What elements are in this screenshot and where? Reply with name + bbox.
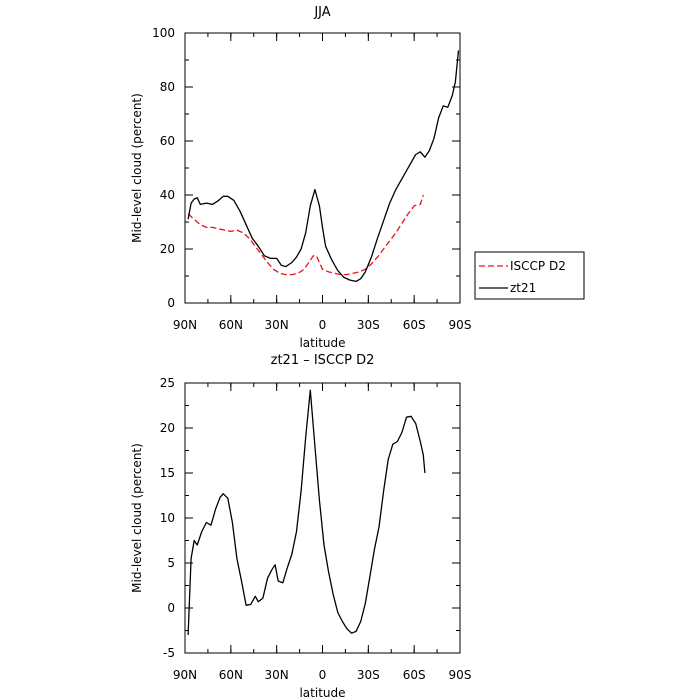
x-tick-label: 30N — [265, 668, 289, 682]
y-tick-label: 5 — [167, 556, 175, 570]
y-tick-label: 100 — [152, 26, 175, 40]
series-line-difference — [187, 389, 426, 636]
x-tick-label: 90S — [449, 318, 472, 332]
series-line-zt21 — [187, 50, 460, 283]
series-line-isccp-d2 — [187, 194, 424, 276]
x-tick-label: 30S — [357, 668, 380, 682]
x-tick-label: 90S — [449, 668, 472, 682]
y-tick-label: 0 — [167, 296, 175, 310]
plot-frame — [184, 382, 461, 654]
x-tick-label: 90N — [173, 668, 197, 682]
legend: ISCCP D2 zt21 — [474, 251, 585, 300]
x-tick-label: 90N — [173, 318, 197, 332]
y-tick-label: 0 — [167, 601, 175, 615]
top-panel: 90N 60N 30N 0 30S 60S 90S 0 20 40 60 80 100 JJA latitu… — [130, 5, 471, 350]
chart-title: zt21 – ISCCP D2 — [271, 353, 375, 368]
x-tick-label: 0 — [319, 318, 327, 332]
x-axis-label: latitude — [299, 686, 345, 700]
y-tick-label: 10 — [160, 511, 175, 525]
x-tick-label: 60S — [403, 668, 426, 682]
x-tick-label: 0 — [319, 668, 327, 682]
y-axis-label: Mid-level cloud (percent) — [130, 93, 144, 243]
x-axis-label: latitude — [299, 336, 345, 350]
y-tick-label: 40 — [160, 188, 175, 202]
y-tick-label: 60 — [160, 134, 175, 148]
plot-frame — [184, 32, 461, 304]
x-tick-label: 60S — [403, 318, 426, 332]
y-axis-label: Mid-level cloud (percent) — [130, 443, 144, 593]
chart-title: JJA — [313, 5, 330, 20]
x-tick-label: 60N — [219, 318, 243, 332]
bottom-panel: 90N 60N 30N 0 30S 60S 90S -5 0 5 10 15 20 25 zt21 – IS… — [130, 353, 471, 700]
y-tick-label: 25 — [160, 376, 175, 390]
legend-label-zt21: zt21 — [510, 281, 536, 295]
x-tick-label: 60N — [219, 668, 243, 682]
y-tick-label: 80 — [160, 80, 175, 94]
legend-label-isccp: ISCCP D2 — [510, 259, 566, 273]
y-tick-label: 20 — [160, 421, 175, 435]
y-tick-label: 15 — [160, 466, 175, 480]
x-tick-label: 30N — [265, 318, 289, 332]
y-tick-label: 20 — [160, 242, 175, 256]
y-tick-label: -5 — [163, 646, 175, 660]
x-tick-label: 30S — [357, 318, 380, 332]
legend-box — [474, 251, 585, 300]
